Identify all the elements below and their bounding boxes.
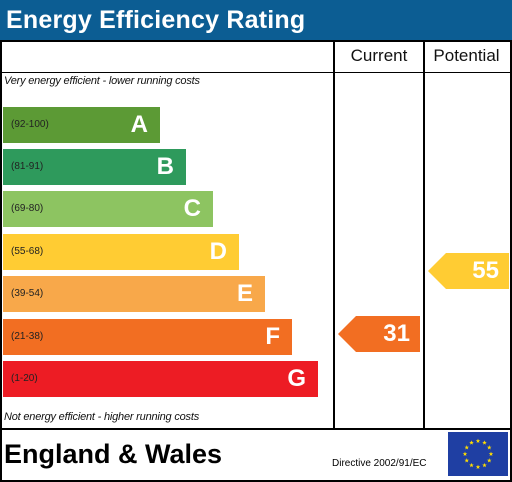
eu-star-icon xyxy=(488,451,494,456)
eu-star-icon xyxy=(475,464,481,469)
column-divider-current xyxy=(333,42,335,430)
band-e-range: (39-54) xyxy=(11,288,44,299)
eu-star-icon xyxy=(464,445,470,450)
header-divider xyxy=(2,72,510,73)
eu-star-icon xyxy=(464,458,470,463)
eu-star-icon xyxy=(486,458,492,463)
potential-rating-value: 55 xyxy=(472,257,499,284)
potential-column-header: Potential xyxy=(433,46,500,65)
band-c-range: (69-80) xyxy=(11,203,44,214)
band-b: (81-91) B xyxy=(3,149,186,185)
eu-star-icon xyxy=(475,438,481,443)
band-a-letter: A xyxy=(130,111,148,138)
band-e-letter: E xyxy=(236,280,253,307)
potential-rating-arrow: 55 xyxy=(428,253,509,289)
current-column-header: Current xyxy=(350,46,408,65)
eu-star-icon xyxy=(482,440,487,445)
title-bar: Energy Efficiency Rating xyxy=(0,0,512,40)
band-d: (55-68) D xyxy=(3,234,239,270)
chart-title: Energy Efficiency Rating xyxy=(6,6,306,34)
band-g-letter: G xyxy=(287,365,306,392)
eu-star-icon xyxy=(482,462,487,468)
band-e: (39-54) E xyxy=(3,276,265,312)
band-c-letter: C xyxy=(183,195,201,222)
current-rating-arrow: 31 xyxy=(338,316,420,352)
band-d-letter: D xyxy=(209,238,227,265)
band-f: (21-38) F xyxy=(3,319,292,355)
eu-star-icon xyxy=(469,462,474,468)
column-divider-potential xyxy=(423,42,425,430)
band-c: (69-80) C xyxy=(3,191,213,227)
bottom-note: Not energy efficient - higher running co… xyxy=(4,411,200,423)
footer-directive: Directive 2002/91/EC xyxy=(332,458,427,469)
footer-country: England & Wales xyxy=(4,439,223,469)
top-note: Very energy efficient - lower running co… xyxy=(4,75,200,87)
band-g-range: (1-20) xyxy=(11,373,38,384)
band-g: (1-20) G xyxy=(3,361,318,397)
band-d-range: (55-68) xyxy=(11,246,44,257)
current-rating-value: 31 xyxy=(383,320,410,347)
eu-star-icon xyxy=(469,440,474,445)
footer-divider xyxy=(2,428,510,430)
band-a: (92-100) A xyxy=(3,107,160,143)
band-b-range: (81-91) xyxy=(11,161,44,172)
band-f-letter: F xyxy=(265,323,280,350)
eu-star-icon xyxy=(462,451,468,456)
eu-star-icon xyxy=(486,445,492,450)
band-f-range: (21-38) xyxy=(11,331,44,342)
band-b-letter: B xyxy=(156,153,174,180)
eu-stars xyxy=(462,438,494,469)
band-a-range: (92-100) xyxy=(11,119,49,130)
eu-flag-icon xyxy=(448,432,508,476)
